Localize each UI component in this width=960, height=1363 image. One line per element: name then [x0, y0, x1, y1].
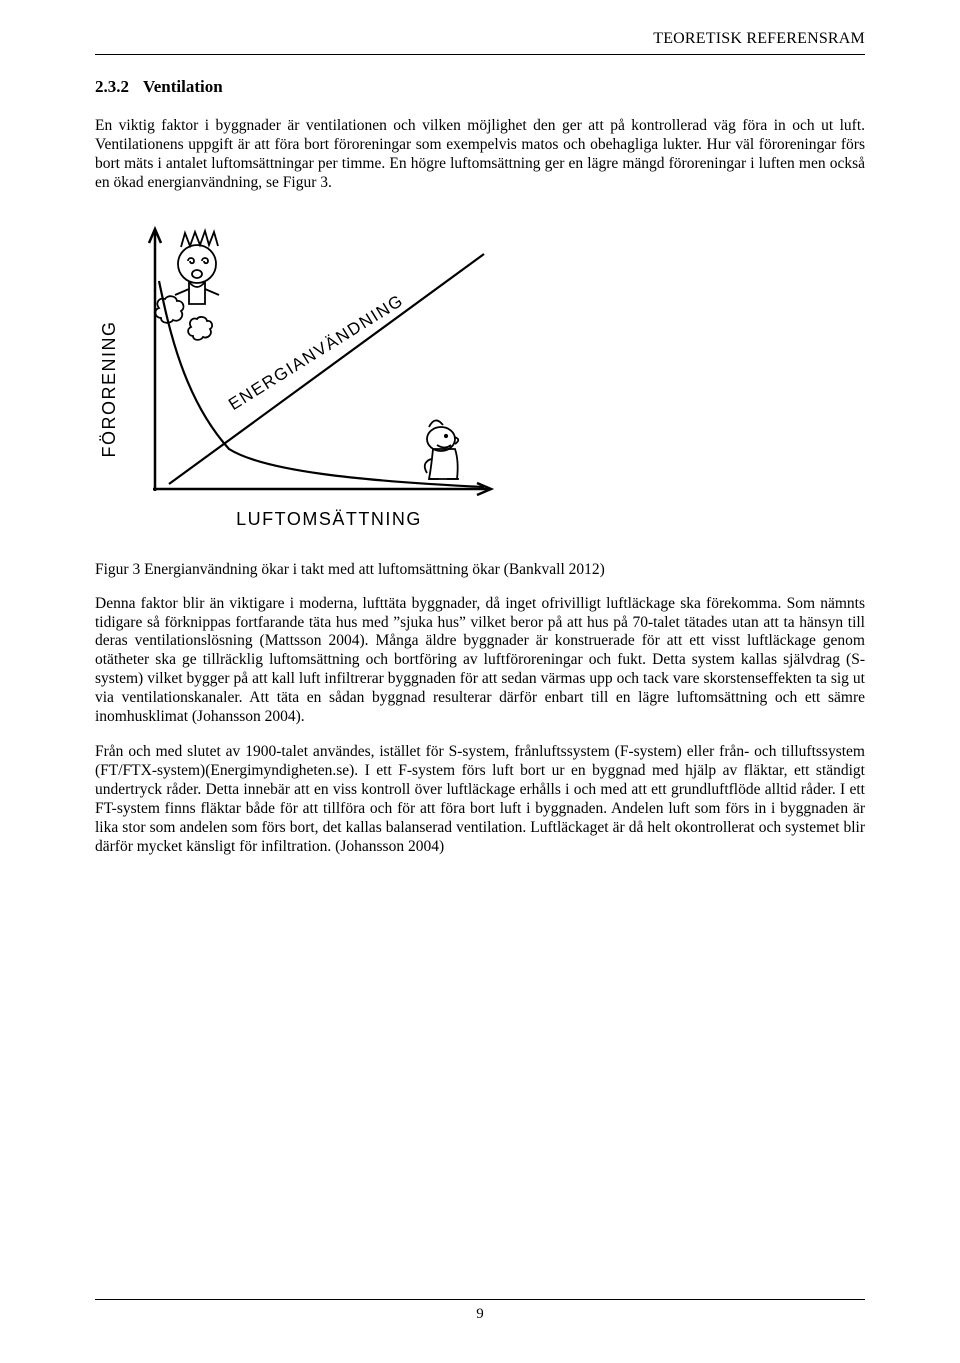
- header-rule: [95, 54, 865, 55]
- figure-3: FÖRORENING LUFTOMSÄTTNING ENERGIANVÄNDNI…: [95, 209, 865, 539]
- axes: [149, 229, 491, 495]
- figure-svg: FÖRORENING LUFTOMSÄTTNING ENERGIANVÄNDNI…: [89, 209, 519, 539]
- page: TEORETISK REFERENSRAM 2.3.2 Ventilation E…: [0, 0, 960, 1363]
- footer-rule: [95, 1299, 865, 1300]
- relaxed-person-icon: [425, 420, 459, 479]
- paragraph-2: Denna faktor blir än viktigare i moderna…: [95, 595, 865, 727]
- footer: 9: [95, 1285, 865, 1323]
- content-area: TEORETISK REFERENSRAM 2.3.2 Ventilation E…: [95, 30, 865, 1285]
- y-axis-label: FÖRORENING: [99, 320, 119, 457]
- section-number: 2.3.2: [95, 77, 129, 96]
- running-head: TEORETISK REFERENSRAM: [95, 30, 865, 48]
- page-number: 9: [95, 1306, 865, 1323]
- paragraph-3: Från och med slutet av 1900-talet använd…: [95, 743, 865, 856]
- x-axis-label: LUFTOMSÄTTNING: [236, 509, 422, 529]
- paragraph-1: En viktig faktor i byggnader är ventilat…: [95, 117, 865, 193]
- section-heading: 2.3.2 Ventilation: [95, 77, 865, 97]
- dizzy-person-icon: [155, 231, 219, 340]
- section-title: Ventilation: [143, 77, 223, 96]
- energy-line-label: ENERGIANVÄNDNING: [225, 290, 407, 413]
- figure-3-caption: Figur 3 Energianvändning ökar i takt med…: [95, 561, 865, 579]
